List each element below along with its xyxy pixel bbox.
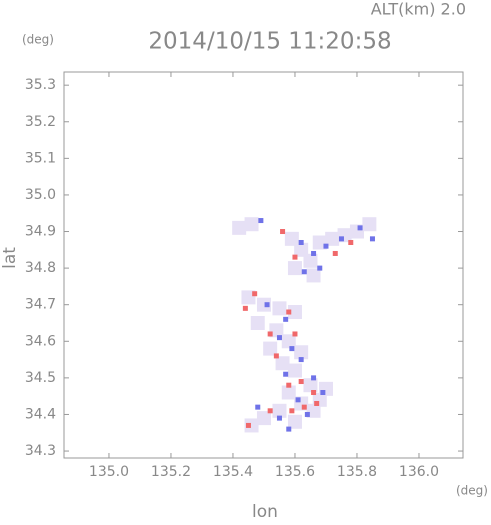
data-point	[311, 390, 317, 396]
y-tick-label: 34.7	[25, 297, 56, 313]
data-point	[298, 357, 304, 363]
data-point	[294, 345, 309, 360]
x-tick-label: 135.8	[337, 464, 377, 480]
y-tick-label: 34.9	[25, 224, 56, 240]
data-point	[280, 229, 286, 235]
data-point	[323, 243, 329, 249]
data-point	[241, 290, 256, 305]
y-tick-label: 35.0	[25, 187, 56, 203]
data-point	[286, 309, 292, 315]
data-point	[276, 335, 282, 341]
data-point	[286, 426, 292, 432]
subtitle: ALT(km) 2.0	[371, 0, 466, 19]
data-point	[267, 331, 273, 337]
data-point	[294, 242, 309, 257]
data-point	[276, 415, 282, 421]
data-point	[348, 239, 354, 245]
data-point	[267, 408, 273, 414]
y-tick-label: 34.3	[25, 443, 56, 459]
data-point	[258, 218, 264, 224]
y-unit: (deg)	[22, 33, 54, 47]
data-point	[306, 268, 321, 283]
data-point	[283, 371, 289, 377]
data-point	[250, 315, 265, 330]
data-point	[287, 261, 302, 276]
x-axis-label: lon	[252, 502, 278, 521]
x-tick-label: 135.6	[275, 464, 315, 480]
data-point	[289, 408, 295, 414]
data-point	[369, 236, 375, 242]
data-point	[295, 397, 301, 403]
y-tick-label: 34.5	[25, 370, 56, 386]
data-point	[287, 414, 302, 429]
data-point	[281, 334, 296, 349]
data-point	[303, 378, 318, 393]
data-point	[286, 382, 292, 388]
data-point	[284, 231, 299, 246]
data-point	[275, 356, 290, 371]
plot-frame	[63, 71, 464, 459]
data-point	[272, 301, 287, 316]
data-point	[292, 254, 298, 260]
x-tick-label: 136.0	[399, 464, 439, 480]
data-point	[314, 400, 320, 406]
data-point	[298, 239, 304, 245]
data-point	[306, 403, 321, 418]
data-point	[287, 305, 302, 320]
data-point	[301, 269, 307, 275]
x-tick-label: 135.2	[151, 464, 191, 480]
data-point	[311, 375, 317, 381]
x-tick-label: 135.0	[89, 464, 129, 480]
data-point	[304, 411, 310, 417]
y-tick-label: 35.2	[25, 114, 56, 130]
data-point	[317, 265, 323, 271]
x-tick-label: 135.4	[213, 464, 253, 480]
data-point	[245, 422, 251, 428]
data-point	[256, 297, 271, 312]
data-point	[292, 331, 298, 337]
data-point	[311, 250, 317, 256]
data-point	[283, 316, 289, 322]
data-point	[256, 411, 271, 426]
data-point	[232, 220, 247, 235]
y-tick-label: 34.6	[25, 333, 56, 349]
data-point	[287, 363, 302, 378]
data-point	[303, 253, 318, 268]
data-point	[264, 302, 270, 308]
data-point	[272, 403, 287, 418]
y-tick-label: 34.8	[25, 260, 56, 276]
data-point	[281, 385, 296, 400]
data-point	[269, 323, 284, 338]
data-point	[332, 250, 338, 256]
data-point	[338, 236, 344, 242]
data-point	[242, 305, 248, 311]
data-point	[320, 390, 326, 396]
y-tick-label: 34.4	[25, 406, 56, 422]
chart-title: 2014/10/15 11:20:58	[148, 29, 391, 55]
y-tick-label: 35.1	[25, 150, 56, 166]
data-point	[289, 346, 295, 352]
data-point	[301, 404, 307, 410]
data-point	[244, 217, 259, 232]
x-unit: (deg)	[456, 484, 488, 498]
data-point	[244, 418, 259, 433]
data-point	[255, 404, 261, 410]
data-point	[263, 341, 278, 356]
y-tick-label: 35.3	[25, 77, 56, 93]
data-point	[325, 231, 340, 246]
y-axis-label: lat	[0, 247, 20, 269]
data-point	[298, 379, 304, 385]
data-point	[312, 235, 327, 250]
data-point	[252, 291, 258, 297]
data-point	[362, 217, 377, 232]
data-point	[273, 353, 279, 359]
data-point	[357, 225, 363, 231]
